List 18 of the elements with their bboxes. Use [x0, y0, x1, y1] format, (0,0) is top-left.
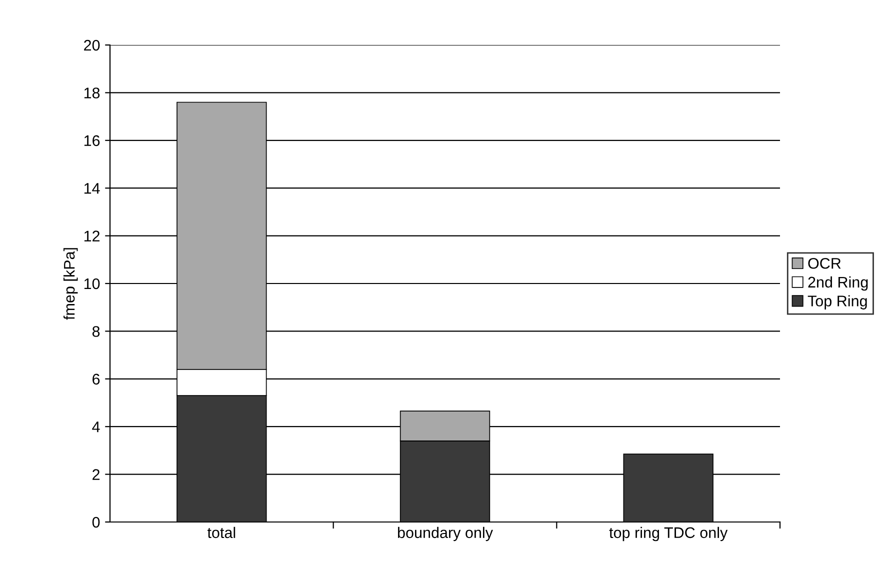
- x-tick-label: top ring TDC only: [609, 526, 728, 542]
- legend-label: Top Ring: [808, 295, 867, 310]
- y-tick-label: 10: [84, 278, 100, 290]
- y-tick-label: 0: [92, 516, 100, 528]
- y-tick-label: 14: [84, 183, 100, 194]
- y-tick-label: 6: [92, 374, 100, 385]
- legend-label: 2nd Ring: [808, 276, 868, 291]
- x-tick-label: boundary only: [398, 526, 493, 542]
- y-axis-title: fmep [kPa]: [63, 248, 78, 320]
- y-tick-label: 8: [92, 326, 100, 337]
- y-tick-label: 16: [84, 135, 100, 146]
- legend-label: OCR: [808, 258, 841, 269]
- y-tick-label: 12: [84, 230, 100, 242]
- x-tick-label: total: [207, 526, 236, 538]
- y-tick-label: 20: [84, 40, 100, 51]
- y-tick-label: 18: [84, 88, 100, 98]
- y-tick-label: 4: [92, 422, 100, 432]
- y-tick-label: 2: [92, 469, 100, 480]
